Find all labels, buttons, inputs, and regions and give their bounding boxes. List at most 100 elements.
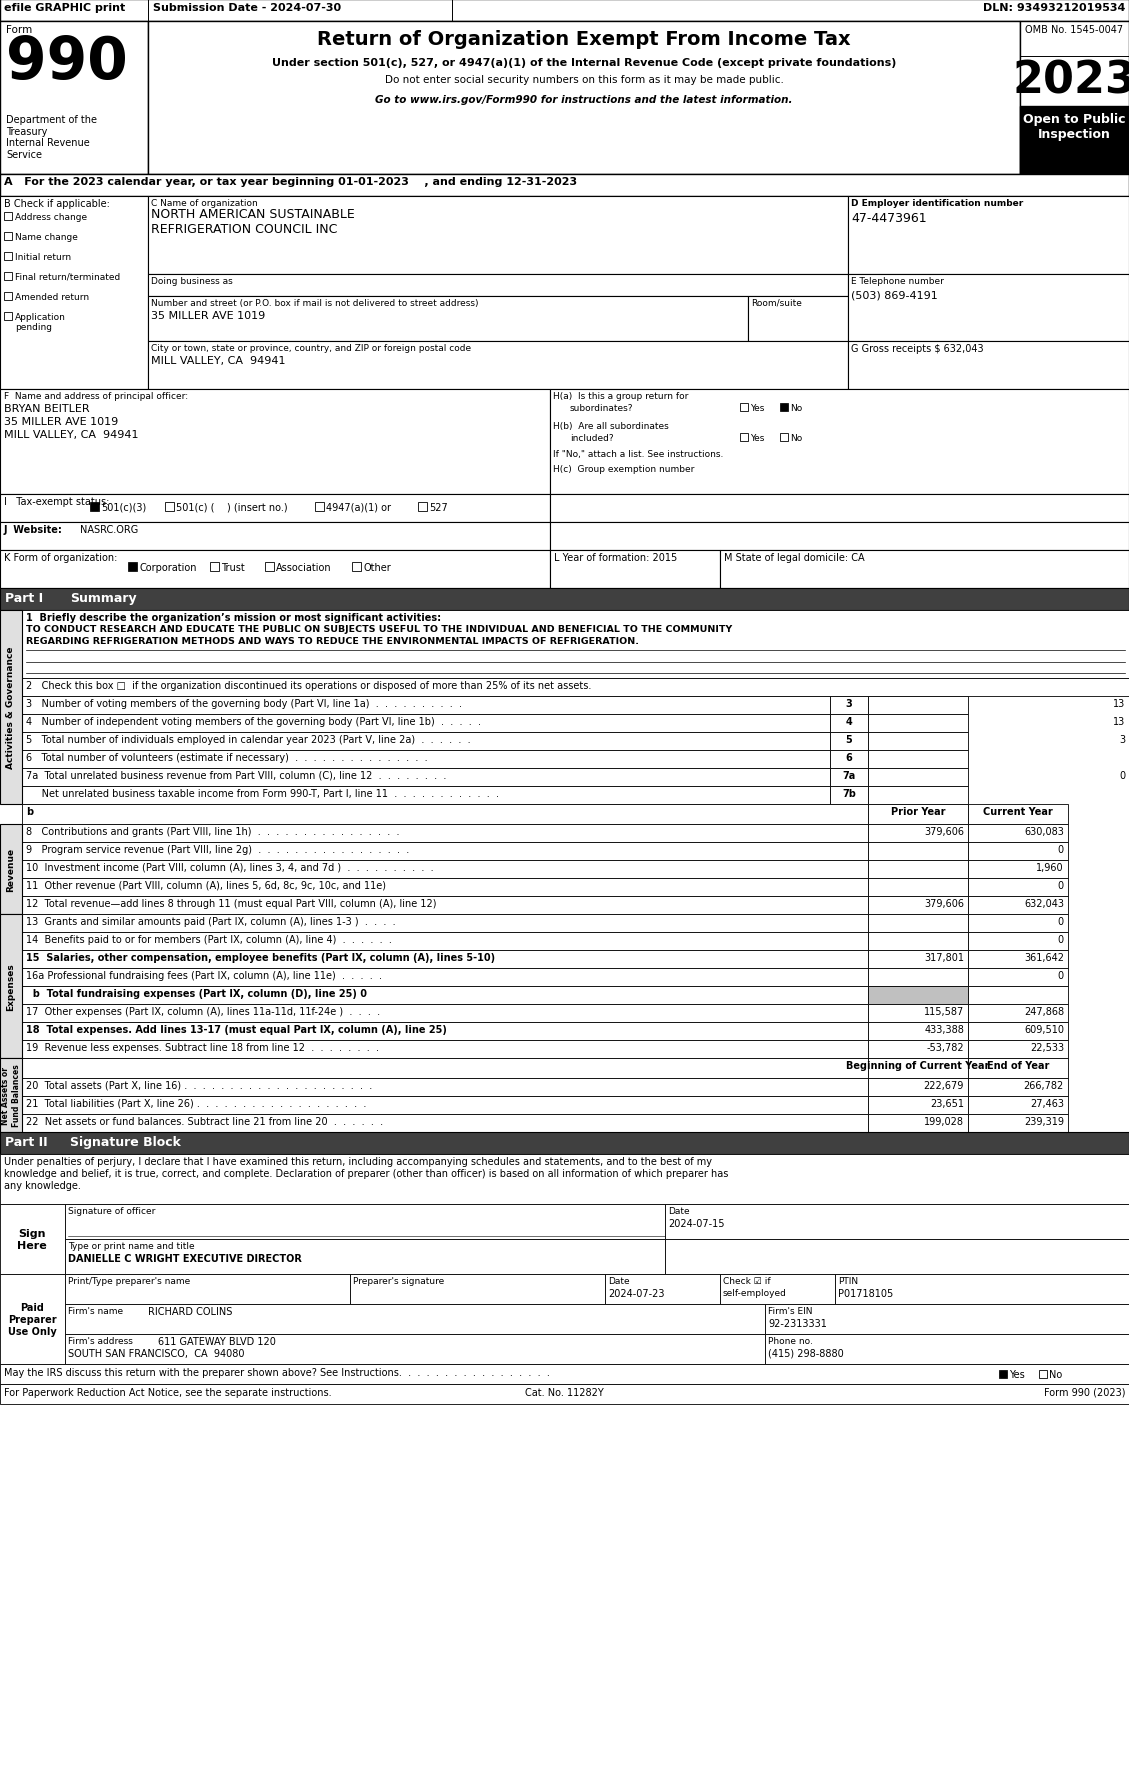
Text: 2023: 2023 [1012,61,1129,103]
Bar [780,433,788,442]
Text: Type or print name and title: Type or print name and title [68,1242,194,1251]
Bar [868,1023,968,1041]
Bar [868,825,968,843]
Bar [968,879,1068,896]
Text: 115,587: 115,587 [924,1007,964,1016]
Bar [830,750,868,768]
Text: Date: Date [668,1206,690,1215]
Text: Summary: Summary [70,592,137,604]
Bar [0,1274,65,1365]
Text: knowledge and belief, it is true, correct, and complete. Declaration of preparer: knowledge and belief, it is true, correc… [5,1169,728,1178]
Bar [21,1096,868,1114]
Text: Part I: Part I [5,592,43,604]
Text: 2024-07-23: 2024-07-23 [609,1288,665,1299]
Text: 5: 5 [846,734,852,745]
Text: Open to Public
Inspection: Open to Public Inspection [1023,112,1126,141]
Bar [5,233,12,241]
Bar [148,342,848,390]
Text: b: b [26,807,33,816]
Bar [550,522,1129,551]
Bar [550,390,1129,495]
Text: Do not enter social security numbers on this form as it may be made public.: Do not enter social security numbers on … [385,75,784,86]
Bar [21,968,868,987]
Bar [210,563,219,572]
Bar [968,861,1068,879]
Text: 239,319: 239,319 [1024,1116,1064,1126]
Bar [835,1274,1129,1304]
Text: P01718105: P01718105 [838,1288,893,1299]
Text: City or town, state or province, country, and ZIP or foreign postal code: City or town, state or province, country… [151,344,471,353]
Text: C Name of organization: C Name of organization [151,200,257,208]
Text: 7a  Total unrelated business revenue from Part VIII, column (C), line 12  .  .  : 7a Total unrelated business revenue from… [26,770,446,781]
Bar [848,274,1129,342]
Text: 361,642: 361,642 [1024,952,1064,962]
Text: (415) 298-8880: (415) 298-8880 [768,1349,843,1358]
Text: For Paperwork Reduction Act Notice, see the separate instructions.: For Paperwork Reduction Act Notice, see … [5,1386,332,1397]
Text: 6   Total number of volunteers (estimate if necessary)  .  .  .  .  .  .  .  .  : 6 Total number of volunteers (estimate i… [26,752,428,763]
Bar [868,861,968,879]
Text: DANIELLE C WRIGHT EXECUTIVE DIRECTOR: DANIELLE C WRIGHT EXECUTIVE DIRECTOR [68,1253,301,1263]
Text: 501(c)(3): 501(c)(3) [100,503,147,513]
Bar [265,563,274,572]
Bar [5,314,12,321]
Bar [868,987,968,1005]
Text: Room/suite: Room/suite [751,299,802,308]
Bar [968,896,1068,914]
Bar [868,896,968,914]
Text: G Gross receipts $ 632,043: G Gross receipts $ 632,043 [851,344,983,355]
Text: Doing business as: Doing business as [151,276,233,285]
Bar [65,1274,350,1304]
Bar [5,212,12,221]
Bar [0,1155,1129,1205]
Text: 7a: 7a [842,770,856,781]
Polygon shape [129,563,135,570]
Bar [868,697,968,715]
Text: B Check if applicable:: B Check if applicable: [5,200,110,208]
Bar [765,1304,1129,1335]
Bar [21,679,1129,697]
Bar [5,253,12,260]
Text: any knowledge.: any knowledge. [5,1180,81,1190]
Text: Number and street (or P.O. box if mail is not delivered to street address): Number and street (or P.O. box if mail i… [151,299,479,308]
Bar [605,1274,720,1304]
Text: 2024-07-15: 2024-07-15 [668,1219,725,1228]
Text: L Year of formation: 2015: L Year of formation: 2015 [554,552,677,563]
Bar [21,786,830,804]
Text: 9   Program service revenue (Part VIII, line 2g)  .  .  .  .  .  .  .  .  .  .  : 9 Program service revenue (Part VIII, li… [26,845,409,855]
Bar [720,551,1129,588]
Bar [65,1205,665,1238]
Text: 35 MILLER AVE 1019: 35 MILLER AVE 1019 [151,310,265,321]
Bar [665,1238,1129,1274]
Text: Firm's name: Firm's name [68,1306,123,1315]
Bar [868,1078,968,1096]
Bar [848,196,1129,274]
Text: 4947(a)(1) or: 4947(a)(1) or [326,503,391,513]
Bar [868,786,968,804]
Text: 630,083: 630,083 [1024,827,1064,836]
Text: 18  Total expenses. Add lines 13-17 (must equal Part IX, column (A), line 25): 18 Total expenses. Add lines 13-17 (must… [26,1025,447,1034]
Text: Net unrelated business taxable income from Form 990-T, Part I, line 11  .  .  . : Net unrelated business taxable income fr… [26,789,499,798]
Bar [830,732,868,750]
Text: efile GRAPHIC print: efile GRAPHIC print [5,4,125,12]
Text: Form: Form [6,25,33,36]
Bar [21,861,868,879]
Text: OMB No. 1545-0047: OMB No. 1545-0047 [1025,25,1123,36]
Text: Address change: Address change [15,212,87,223]
Bar [550,495,1129,522]
Text: Trust: Trust [221,563,245,572]
Text: Name change: Name change [15,233,78,242]
Bar [868,750,968,768]
Bar [720,1274,835,1304]
Bar [968,1114,1068,1132]
Bar [0,21,148,175]
Text: No: No [1049,1369,1062,1379]
Polygon shape [91,504,98,511]
Bar [1019,21,1129,175]
Text: K Form of organization:: K Form of organization: [5,552,117,563]
Bar [148,21,1019,175]
Text: E Telephone number: E Telephone number [851,276,944,285]
Text: 22,533: 22,533 [1030,1042,1064,1053]
Text: 16a Professional fundraising fees (Part IX, column (A), line 11e)  .  .  .  .  .: 16a Professional fundraising fees (Part … [26,971,382,980]
Polygon shape [1000,1370,1006,1377]
Bar [21,715,830,732]
